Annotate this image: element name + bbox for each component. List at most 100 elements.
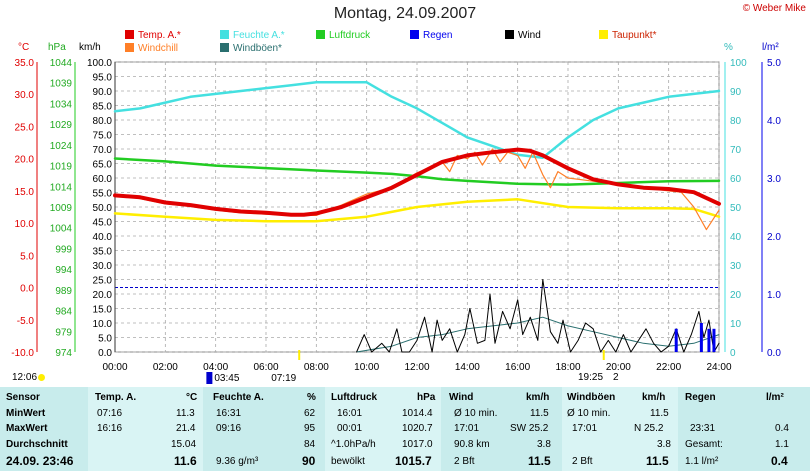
x-tick-label: 16:00 — [505, 362, 530, 373]
x-tick-label: 04:00 — [203, 362, 228, 373]
wind-unit: km/h — [526, 392, 550, 403]
pressure-trend: ^1.0hPa/h — [331, 439, 376, 450]
x-tick-label: 10:00 — [354, 362, 379, 373]
pressure-tick-label: 1004 — [50, 224, 73, 235]
temp-max-val: 21.4 — [176, 423, 196, 434]
dewpoint-series-line — [113, 198, 721, 223]
wind-tick-label: 85.0 — [93, 102, 113, 113]
pressure-tick-label: 1034 — [50, 99, 73, 110]
wind-tick-label: 65.0 — [93, 160, 113, 171]
humidity-now-extra: 9.36 g/m³ — [216, 456, 259, 467]
pressure-tick-label: 999 — [55, 244, 72, 255]
wind-max-val: SW 25.2 — [510, 423, 549, 434]
x-tick-label: 24:00 — [706, 362, 731, 373]
humidity-axis-header: % — [724, 42, 733, 53]
x-tick-label: 22:00 — [656, 362, 681, 373]
event-bar: 12:06 19:25 2 — [0, 371, 810, 385]
rain-unit: l/m² — [766, 392, 784, 403]
rain-bar — [699, 323, 703, 352]
wind-tick-label: 15.0 — [93, 305, 113, 316]
temp-tick-label: 30.0 — [15, 90, 35, 101]
gust-now-val: 11.5 — [646, 454, 669, 468]
wind-max-time: 17:01 — [454, 423, 480, 434]
rain-total-label: Gesamt: — [685, 439, 723, 450]
chart-title: Montag, 24.09.2007 — [333, 5, 477, 22]
temp-tick-label: -10.0 — [11, 348, 34, 359]
pressure-avg-val: 1017.0 — [402, 439, 433, 450]
wind-tick-label: 20.0 — [93, 290, 113, 301]
wind-tick-label: 60.0 — [93, 174, 113, 185]
sun-time-label: 07:19 — [271, 373, 296, 384]
rain-tick-label: 3.0 — [767, 174, 781, 185]
temp-tick-label: 5.0 — [20, 251, 34, 262]
x-tick-label: 08:00 — [304, 362, 329, 373]
gust-min-label: Ø 10 min. — [567, 408, 611, 419]
rain-tick-label: 2.0 — [767, 232, 781, 243]
temp-tick-label: 15.0 — [15, 187, 35, 198]
pressure-tick-label: 979 — [55, 327, 72, 338]
pressure-tick-label: 989 — [55, 286, 72, 297]
rain-bar — [674, 328, 678, 352]
sensor-now-label: 24.09. 23:46 — [6, 454, 74, 468]
pressure-min-time: 16:01 — [337, 408, 363, 419]
rain-tick-label: 0.0 — [767, 348, 781, 359]
humidity-tick-label: 0 — [730, 348, 736, 359]
rain-header: Regen — [685, 392, 716, 403]
wind-tick-label: 45.0 — [93, 218, 113, 229]
wind-tick-label: 0.0 — [98, 348, 112, 359]
x-tick-label: 00:00 — [102, 362, 127, 373]
pressure-tick-label: 1024 — [50, 141, 73, 152]
pressure-max-val: 1020.7 — [402, 423, 433, 434]
humidity-tick-label: 50 — [730, 203, 742, 214]
event-sunset-time: 19:25 — [578, 372, 604, 383]
sensor-min-label: MinWert — [6, 408, 46, 419]
temp-now-val: 11.6 — [174, 454, 197, 468]
sensor-avg-label: Durchschnitt — [6, 439, 68, 450]
temp-tick-label: -5.0 — [17, 316, 35, 327]
wind-tick-label: 35.0 — [93, 247, 113, 258]
humidity-tick-label: 100 — [730, 58, 747, 69]
wind-axis-header: km/h — [79, 42, 101, 53]
temp-min-time: 07:16 — [97, 408, 123, 419]
temp-unit: °C — [186, 392, 198, 403]
x-tick-label: 06:00 — [253, 362, 278, 373]
wind-header: Wind — [449, 392, 474, 403]
weather-chart: °C hPa km/h% l/m²35.030.025.020.015.010.05.… — [11, 30, 781, 384]
temp-avg-val: 15.04 — [171, 439, 197, 450]
pressure-tick-label: 1029 — [50, 120, 73, 131]
temp-axis-header: °C — [18, 42, 29, 53]
rain-now-label: 1.1 l/m² — [685, 456, 719, 467]
wind-tick-label: 30.0 — [93, 261, 113, 272]
wind-tick-label: 40.0 — [93, 232, 113, 243]
gust-min-val: 11.5 — [650, 408, 669, 419]
pressure-tick-label: 984 — [55, 307, 72, 318]
wind-tick-label: 80.0 — [93, 116, 113, 127]
x-tick-label: 14:00 — [455, 362, 480, 373]
humidity-avg-val: 84 — [304, 439, 316, 450]
legend-swatch — [505, 30, 514, 39]
col-pressure — [325, 387, 441, 471]
wind-tick-label: 55.0 — [93, 189, 113, 200]
wind-tick-label: 100.0 — [87, 58, 112, 69]
humidity-tick-label: 10 — [730, 319, 742, 330]
rain-bar — [712, 328, 716, 352]
wind-tick-label: 75.0 — [93, 131, 113, 142]
pressure-max-time: 00:01 — [337, 423, 363, 434]
wind-avg-val: 3.8 — [537, 439, 551, 450]
stats-table: Sensor MinWert MaxWert Durchschnitt 24.0… — [0, 387, 810, 471]
temperature-series-line — [113, 147, 721, 217]
pressure-tick-label: 1009 — [50, 203, 73, 214]
rain-axis-header: l/m² — [762, 42, 779, 53]
humidity-series-line — [113, 81, 721, 159]
gust-max-time: 17:01 — [572, 423, 598, 434]
x-tick-label: 12:00 — [404, 362, 429, 373]
legend-swatch — [220, 30, 229, 39]
moon-time-label: 03:45 — [214, 373, 239, 384]
humidity-unit: % — [307, 392, 316, 403]
x-tick-label: 20:00 — [606, 362, 631, 373]
legend-label: Temp. A.* — [138, 30, 181, 41]
temp-tick-label: 25.0 — [15, 122, 35, 133]
legend-swatch — [220, 43, 229, 52]
pressure-now-label: bewölkt — [331, 456, 365, 467]
wind-now-val: 11.5 — [528, 454, 551, 468]
